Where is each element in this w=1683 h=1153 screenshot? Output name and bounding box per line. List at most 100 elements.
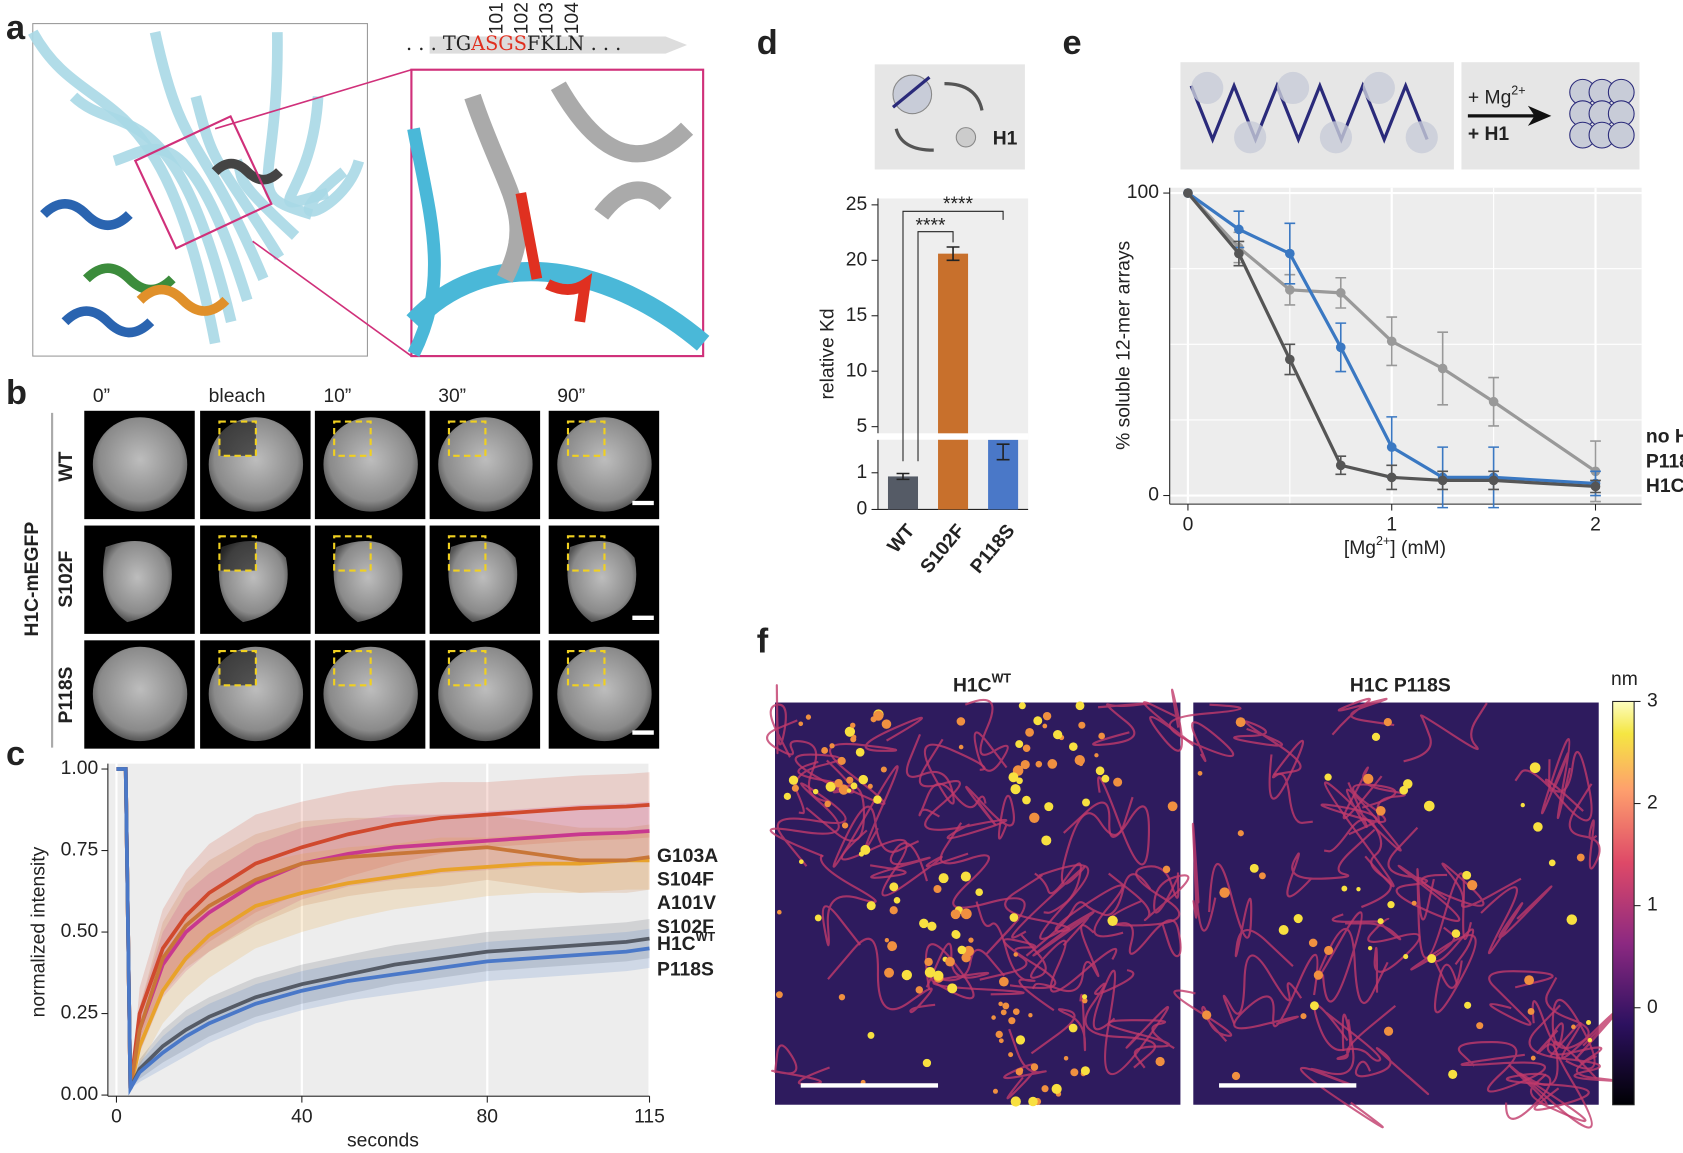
panel-letter: e <box>1062 24 1081 62</box>
nucleus <box>103 540 172 623</box>
nucleosome-particle <box>1202 1010 1212 1020</box>
nucleosome-particle <box>884 967 894 978</box>
nucleosome-particle <box>1155 1056 1165 1067</box>
nucleosome-particle <box>945 956 955 967</box>
dna-strand <box>1268 739 1313 824</box>
y-axis-label: normalized intensity <box>28 846 49 1017</box>
bleach-roi <box>447 535 487 572</box>
nucleosome-particle <box>887 941 898 952</box>
dna-strand <box>1528 1004 1618 1082</box>
bleach-roi <box>218 420 257 457</box>
dna-strand <box>1168 703 1242 763</box>
nucleosome-particle <box>1451 929 1461 938</box>
nucleosome-particle <box>1028 1096 1038 1107</box>
data-point <box>1590 481 1601 492</box>
legend-label: S104F <box>657 870 714 891</box>
y-tick-label: 0.25 <box>61 1003 99 1024</box>
dna-strand <box>1191 822 1217 932</box>
nucleosome-particle <box>1013 952 1019 957</box>
fiber-icon <box>1189 81 1429 144</box>
nucleosome-particle <box>1107 915 1118 926</box>
nucleus <box>323 646 418 742</box>
dna-ribbon <box>112 144 253 302</box>
line-series <box>116 767 650 1096</box>
nucleosome-particle <box>1033 716 1043 726</box>
nucleosome-particle <box>927 921 937 931</box>
x-tick-label: 0 <box>111 1107 122 1128</box>
nucleosome-particle <box>867 1031 875 1039</box>
dna-strand <box>1331 697 1395 736</box>
nucleosome-particle <box>901 969 913 981</box>
dna-strand <box>1092 969 1170 1076</box>
nucleosome-particle <box>1278 925 1289 935</box>
nucleosome-particle <box>1313 970 1324 980</box>
dna-strand <box>832 765 920 868</box>
nucleosome-particle <box>884 938 890 943</box>
nucleosome-particle <box>1025 727 1034 737</box>
dna-strand <box>769 684 791 758</box>
data-point <box>1335 342 1346 353</box>
timepoint-label: 30” <box>438 386 466 407</box>
nucleosome-particle <box>1068 1023 1078 1033</box>
dna-strand <box>1403 702 1488 763</box>
bleach-roi <box>566 649 606 687</box>
nucleosome-particle <box>1113 777 1123 787</box>
nucleus <box>438 417 533 512</box>
axis-break-gap <box>869 433 1029 440</box>
data-point <box>1335 460 1346 471</box>
dna-zoom <box>407 127 441 357</box>
nucleosome-particle <box>947 983 958 994</box>
nucleus <box>92 646 188 742</box>
dna-strand <box>1208 862 1294 967</box>
nucleosome-particle <box>1080 1066 1090 1076</box>
nucleosome-particle <box>791 784 799 792</box>
bleach-roi <box>333 535 372 572</box>
nucleosome-particle <box>1041 1085 1049 1093</box>
nucleosome-particle <box>938 873 949 884</box>
dna-strand <box>1568 783 1601 870</box>
nucleosome-particle <box>1015 1035 1026 1045</box>
nucleosome-particle <box>1082 997 1088 1004</box>
zoom-line <box>214 68 412 130</box>
schematic-label: + H1 <box>1468 124 1510 145</box>
nucleosome-particle <box>1571 1024 1576 1030</box>
nucleus <box>92 417 188 512</box>
bleach-roi <box>566 420 606 457</box>
sequence-mutant: ASGS <box>470 32 527 55</box>
x-axis-label: [Mg2+] (mM) <box>1344 534 1446 559</box>
timepoint-label: bleach <box>209 386 266 407</box>
dna-strand <box>827 937 936 1014</box>
nucleosome-particle <box>1069 742 1078 751</box>
nucleosome-particle <box>1371 732 1381 741</box>
nucleosome-particle <box>1047 759 1058 769</box>
significance-bracket <box>917 231 954 462</box>
nucleosome-particle <box>1363 773 1374 785</box>
legend-label: S102F <box>657 917 714 938</box>
x-tick-label: 80 <box>477 1107 498 1128</box>
nucleosome-particle <box>1548 859 1556 867</box>
schematic-box <box>1180 62 1454 170</box>
legend-label: H1CWT <box>657 930 715 955</box>
panel-letter: d <box>757 24 778 62</box>
dna-strand <box>1540 738 1572 819</box>
legend-label-part: H1C <box>1646 476 1683 497</box>
nucleosome-icon <box>1191 71 1224 105</box>
legend-label: H1CWT <box>1646 472 1683 497</box>
nucleosome-particle <box>1010 1096 1021 1107</box>
y-tick-label: 0 <box>857 499 868 520</box>
nucleosome-particle <box>1042 711 1052 721</box>
dna-strand <box>1488 970 1554 1026</box>
nucleosome-particle <box>1008 1017 1016 1025</box>
image-title: H1C P118S <box>1350 676 1451 697</box>
y-tick-label: 5 <box>857 416 868 437</box>
nucleosome-particle <box>1375 805 1386 816</box>
data-point <box>1234 248 1244 259</box>
nucleosome-particle <box>1008 1052 1014 1058</box>
dna-strand <box>1222 954 1303 1024</box>
nucleosome-particle <box>1074 754 1085 766</box>
legend-label: P118S <box>1646 451 1683 472</box>
nucleosome-particle <box>1028 1013 1033 1018</box>
bleach-roi <box>447 649 487 687</box>
image-title-part: WT <box>992 672 1012 686</box>
x-tick-label: 2 <box>1590 515 1601 536</box>
